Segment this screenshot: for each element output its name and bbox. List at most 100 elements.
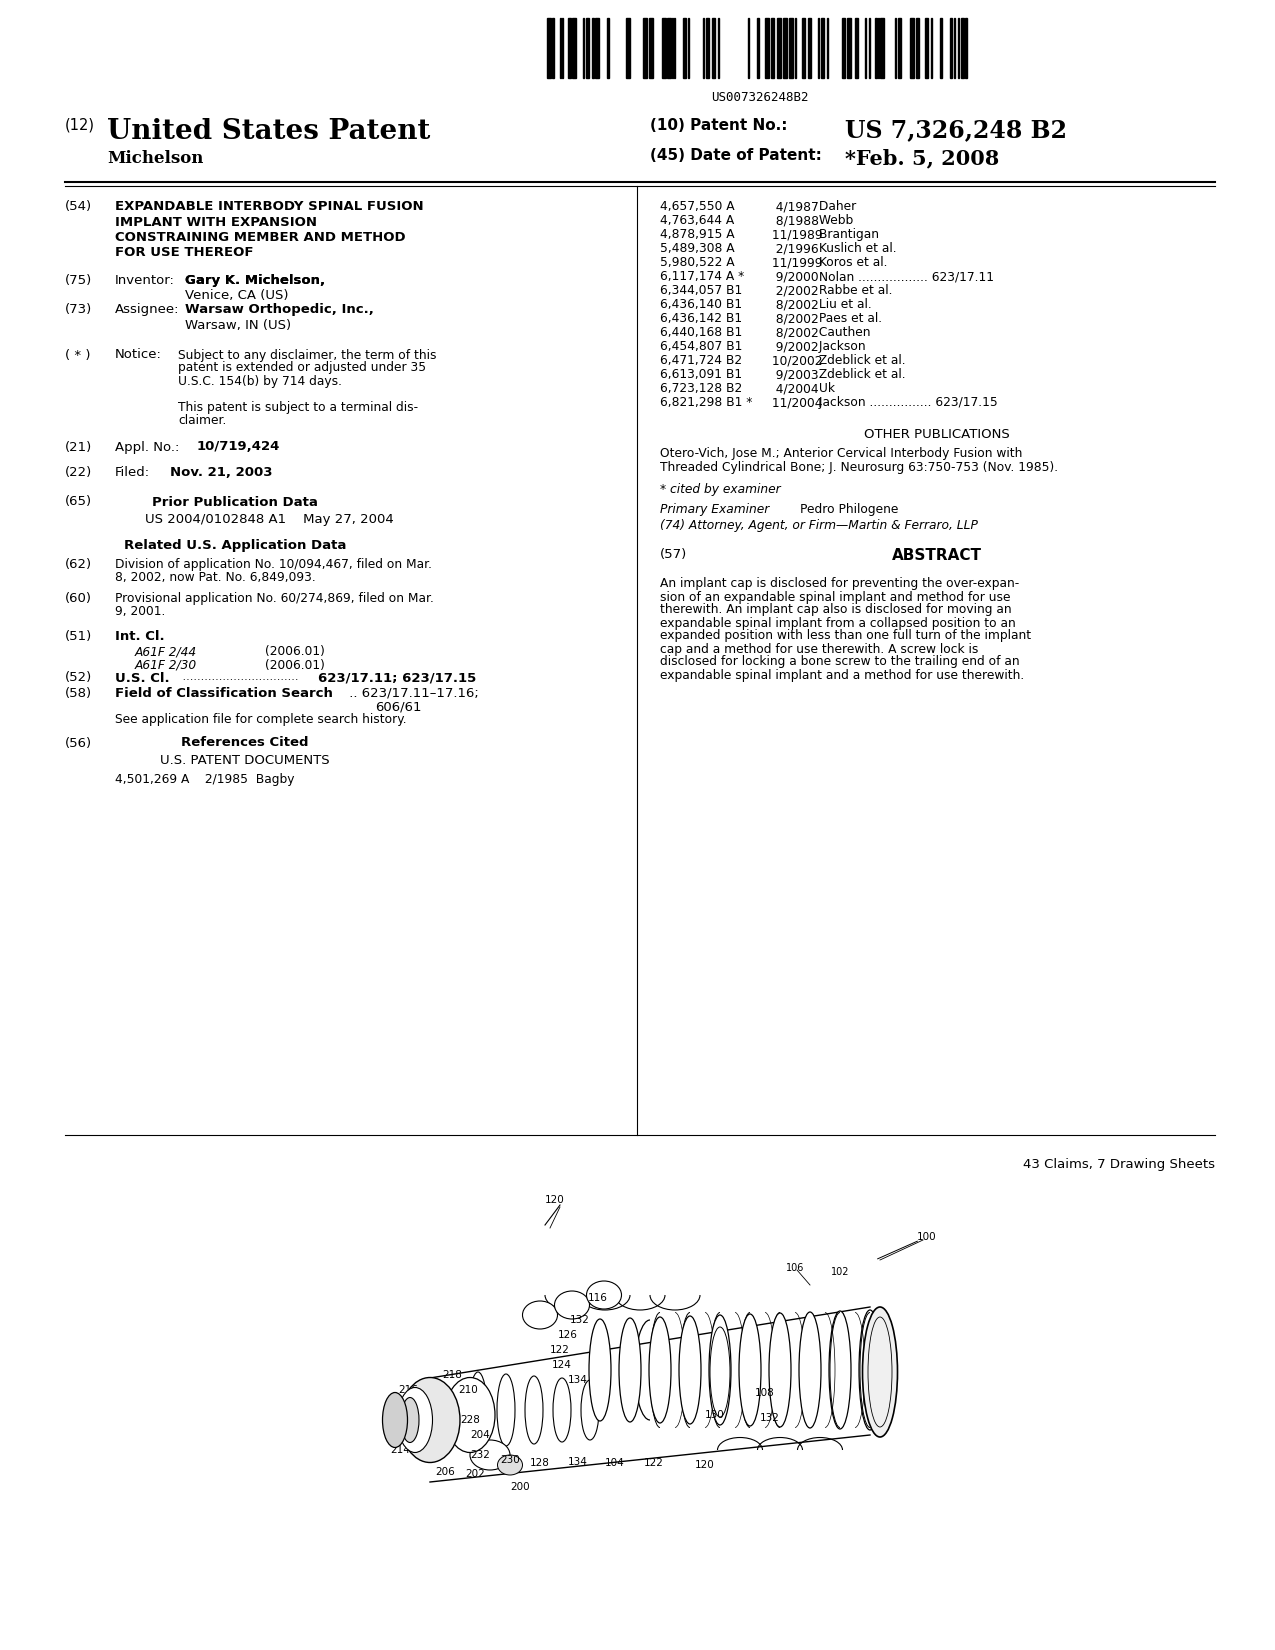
- Ellipse shape: [589, 1318, 611, 1421]
- Text: 8/2002: 8/2002: [768, 299, 819, 310]
- Ellipse shape: [862, 1307, 898, 1437]
- Text: 210: 210: [458, 1384, 478, 1394]
- Bar: [683, 18, 686, 78]
- Text: Rabbe et al.: Rabbe et al.: [815, 284, 892, 297]
- Text: FOR USE THEREOF: FOR USE THEREOF: [115, 246, 254, 259]
- Bar: [802, 18, 805, 78]
- Text: 6,821,298 B1 *: 6,821,298 B1 *: [660, 396, 752, 409]
- Text: Inventor:: Inventor:: [115, 274, 175, 287]
- Text: 216: 216: [398, 1384, 418, 1394]
- Bar: [808, 18, 811, 78]
- Text: Zdeblick et al.: Zdeblick et al.: [815, 368, 905, 381]
- Text: (75): (75): [65, 274, 92, 287]
- Ellipse shape: [710, 1327, 731, 1417]
- Text: Filed:: Filed:: [115, 465, 150, 478]
- Text: 4/2004: 4/2004: [768, 383, 819, 394]
- Bar: [771, 18, 774, 78]
- Text: US007326248B2: US007326248B2: [711, 91, 808, 104]
- Text: cap and a method for use therewith. A screw lock is: cap and a method for use therewith. A sc…: [660, 642, 978, 655]
- Text: (62): (62): [65, 558, 92, 571]
- Text: A61F 2/30: A61F 2/30: [135, 658, 198, 672]
- Text: therewith. An implant cap also is disclosed for moving an: therewith. An implant cap also is disclo…: [660, 604, 1011, 617]
- Bar: [711, 18, 715, 78]
- Ellipse shape: [649, 1317, 671, 1422]
- Ellipse shape: [398, 1388, 432, 1452]
- Text: (45) Date of Patent:: (45) Date of Patent:: [650, 148, 822, 163]
- Ellipse shape: [769, 1313, 790, 1427]
- Text: 132: 132: [760, 1412, 780, 1422]
- Text: 202: 202: [465, 1468, 484, 1478]
- Text: 2/2002: 2/2002: [768, 284, 819, 297]
- Text: 9, 2001.: 9, 2001.: [115, 606, 166, 619]
- Text: 228: 228: [460, 1416, 479, 1426]
- Bar: [821, 18, 824, 78]
- Text: 6,117,174 A *: 6,117,174 A *: [660, 271, 745, 284]
- Bar: [880, 18, 884, 78]
- Text: References Cited: References Cited: [181, 736, 309, 749]
- Text: 232: 232: [470, 1450, 490, 1460]
- Text: 11/1999: 11/1999: [768, 256, 822, 269]
- Text: 200: 200: [510, 1482, 530, 1492]
- Text: 106: 106: [785, 1262, 805, 1274]
- Text: Webb: Webb: [815, 214, 853, 228]
- Text: 623/17.11; 623/17.15: 623/17.11; 623/17.15: [317, 672, 477, 685]
- Text: Warsaw, IN (US): Warsaw, IN (US): [185, 318, 291, 332]
- Bar: [940, 18, 942, 78]
- Text: 122: 122: [550, 1345, 570, 1355]
- Text: (57): (57): [660, 548, 687, 561]
- Bar: [950, 18, 952, 78]
- Text: A61F 2/44: A61F 2/44: [135, 645, 198, 658]
- Bar: [856, 18, 858, 78]
- Text: 6,436,142 B1: 6,436,142 B1: [660, 312, 742, 325]
- Text: 230: 230: [500, 1455, 520, 1465]
- Text: 2/1996: 2/1996: [768, 243, 819, 256]
- Text: Nov. 21, 2003: Nov. 21, 2003: [170, 465, 273, 478]
- Ellipse shape: [555, 1290, 589, 1318]
- Text: 8/1988: 8/1988: [768, 214, 819, 228]
- Bar: [875, 18, 877, 78]
- Text: Prior Publication Data: Prior Publication Data: [152, 495, 317, 508]
- Text: Paes et al.: Paes et al.: [815, 312, 882, 325]
- Text: Venice, CA (US): Venice, CA (US): [185, 289, 288, 302]
- Text: Appl. No.:: Appl. No.:: [115, 441, 180, 454]
- Ellipse shape: [618, 1318, 641, 1422]
- Ellipse shape: [400, 1378, 460, 1462]
- Text: 10/2002: 10/2002: [768, 355, 822, 366]
- Text: 5,489,308 A: 5,489,308 A: [660, 243, 734, 256]
- Text: Cauthen: Cauthen: [815, 327, 871, 338]
- Text: Gary K. Michelson,: Gary K. Michelson,: [185, 274, 325, 287]
- Text: 116: 116: [588, 1294, 608, 1304]
- Text: (21): (21): [65, 441, 92, 454]
- Text: 4,657,550 A: 4,657,550 A: [660, 200, 734, 213]
- Bar: [649, 18, 653, 78]
- Text: claimer.: claimer.: [179, 414, 227, 426]
- Text: Notice:: Notice:: [115, 348, 162, 361]
- Ellipse shape: [402, 1398, 419, 1442]
- Text: Field of Classification Search: Field of Classification Search: [115, 686, 333, 700]
- Text: 8/2002: 8/2002: [768, 327, 819, 338]
- Text: EXPANDABLE INTERBODY SPINAL FUSION: EXPANDABLE INTERBODY SPINAL FUSION: [115, 200, 423, 213]
- Text: Zdeblick et al.: Zdeblick et al.: [815, 355, 905, 366]
- Ellipse shape: [470, 1440, 510, 1470]
- Text: 128: 128: [530, 1459, 550, 1468]
- Text: Nolan .................. 623/17.11: Nolan .................. 623/17.11: [815, 271, 994, 284]
- Text: 8, 2002, now Pat. No. 6,849,093.: 8, 2002, now Pat. No. 6,849,093.: [115, 571, 316, 584]
- Text: 212: 212: [398, 1416, 418, 1426]
- Text: (58): (58): [65, 686, 92, 700]
- Text: Warsaw Orthopedic, Inc.,: Warsaw Orthopedic, Inc.,: [185, 304, 374, 317]
- Bar: [847, 18, 850, 78]
- Bar: [789, 18, 793, 78]
- Bar: [961, 18, 964, 78]
- Text: 130: 130: [705, 1411, 725, 1421]
- Text: 6,723,128 B2: 6,723,128 B2: [660, 383, 742, 394]
- Ellipse shape: [859, 1310, 881, 1431]
- Text: (22): (22): [65, 465, 92, 478]
- Ellipse shape: [497, 1374, 515, 1445]
- Text: Brantigan: Brantigan: [815, 228, 878, 241]
- Bar: [924, 18, 928, 78]
- Text: Assignee:: Assignee:: [115, 304, 180, 317]
- Bar: [706, 18, 709, 78]
- Text: 120: 120: [695, 1460, 715, 1470]
- Text: Jackson: Jackson: [815, 340, 866, 353]
- Text: (54): (54): [65, 200, 92, 213]
